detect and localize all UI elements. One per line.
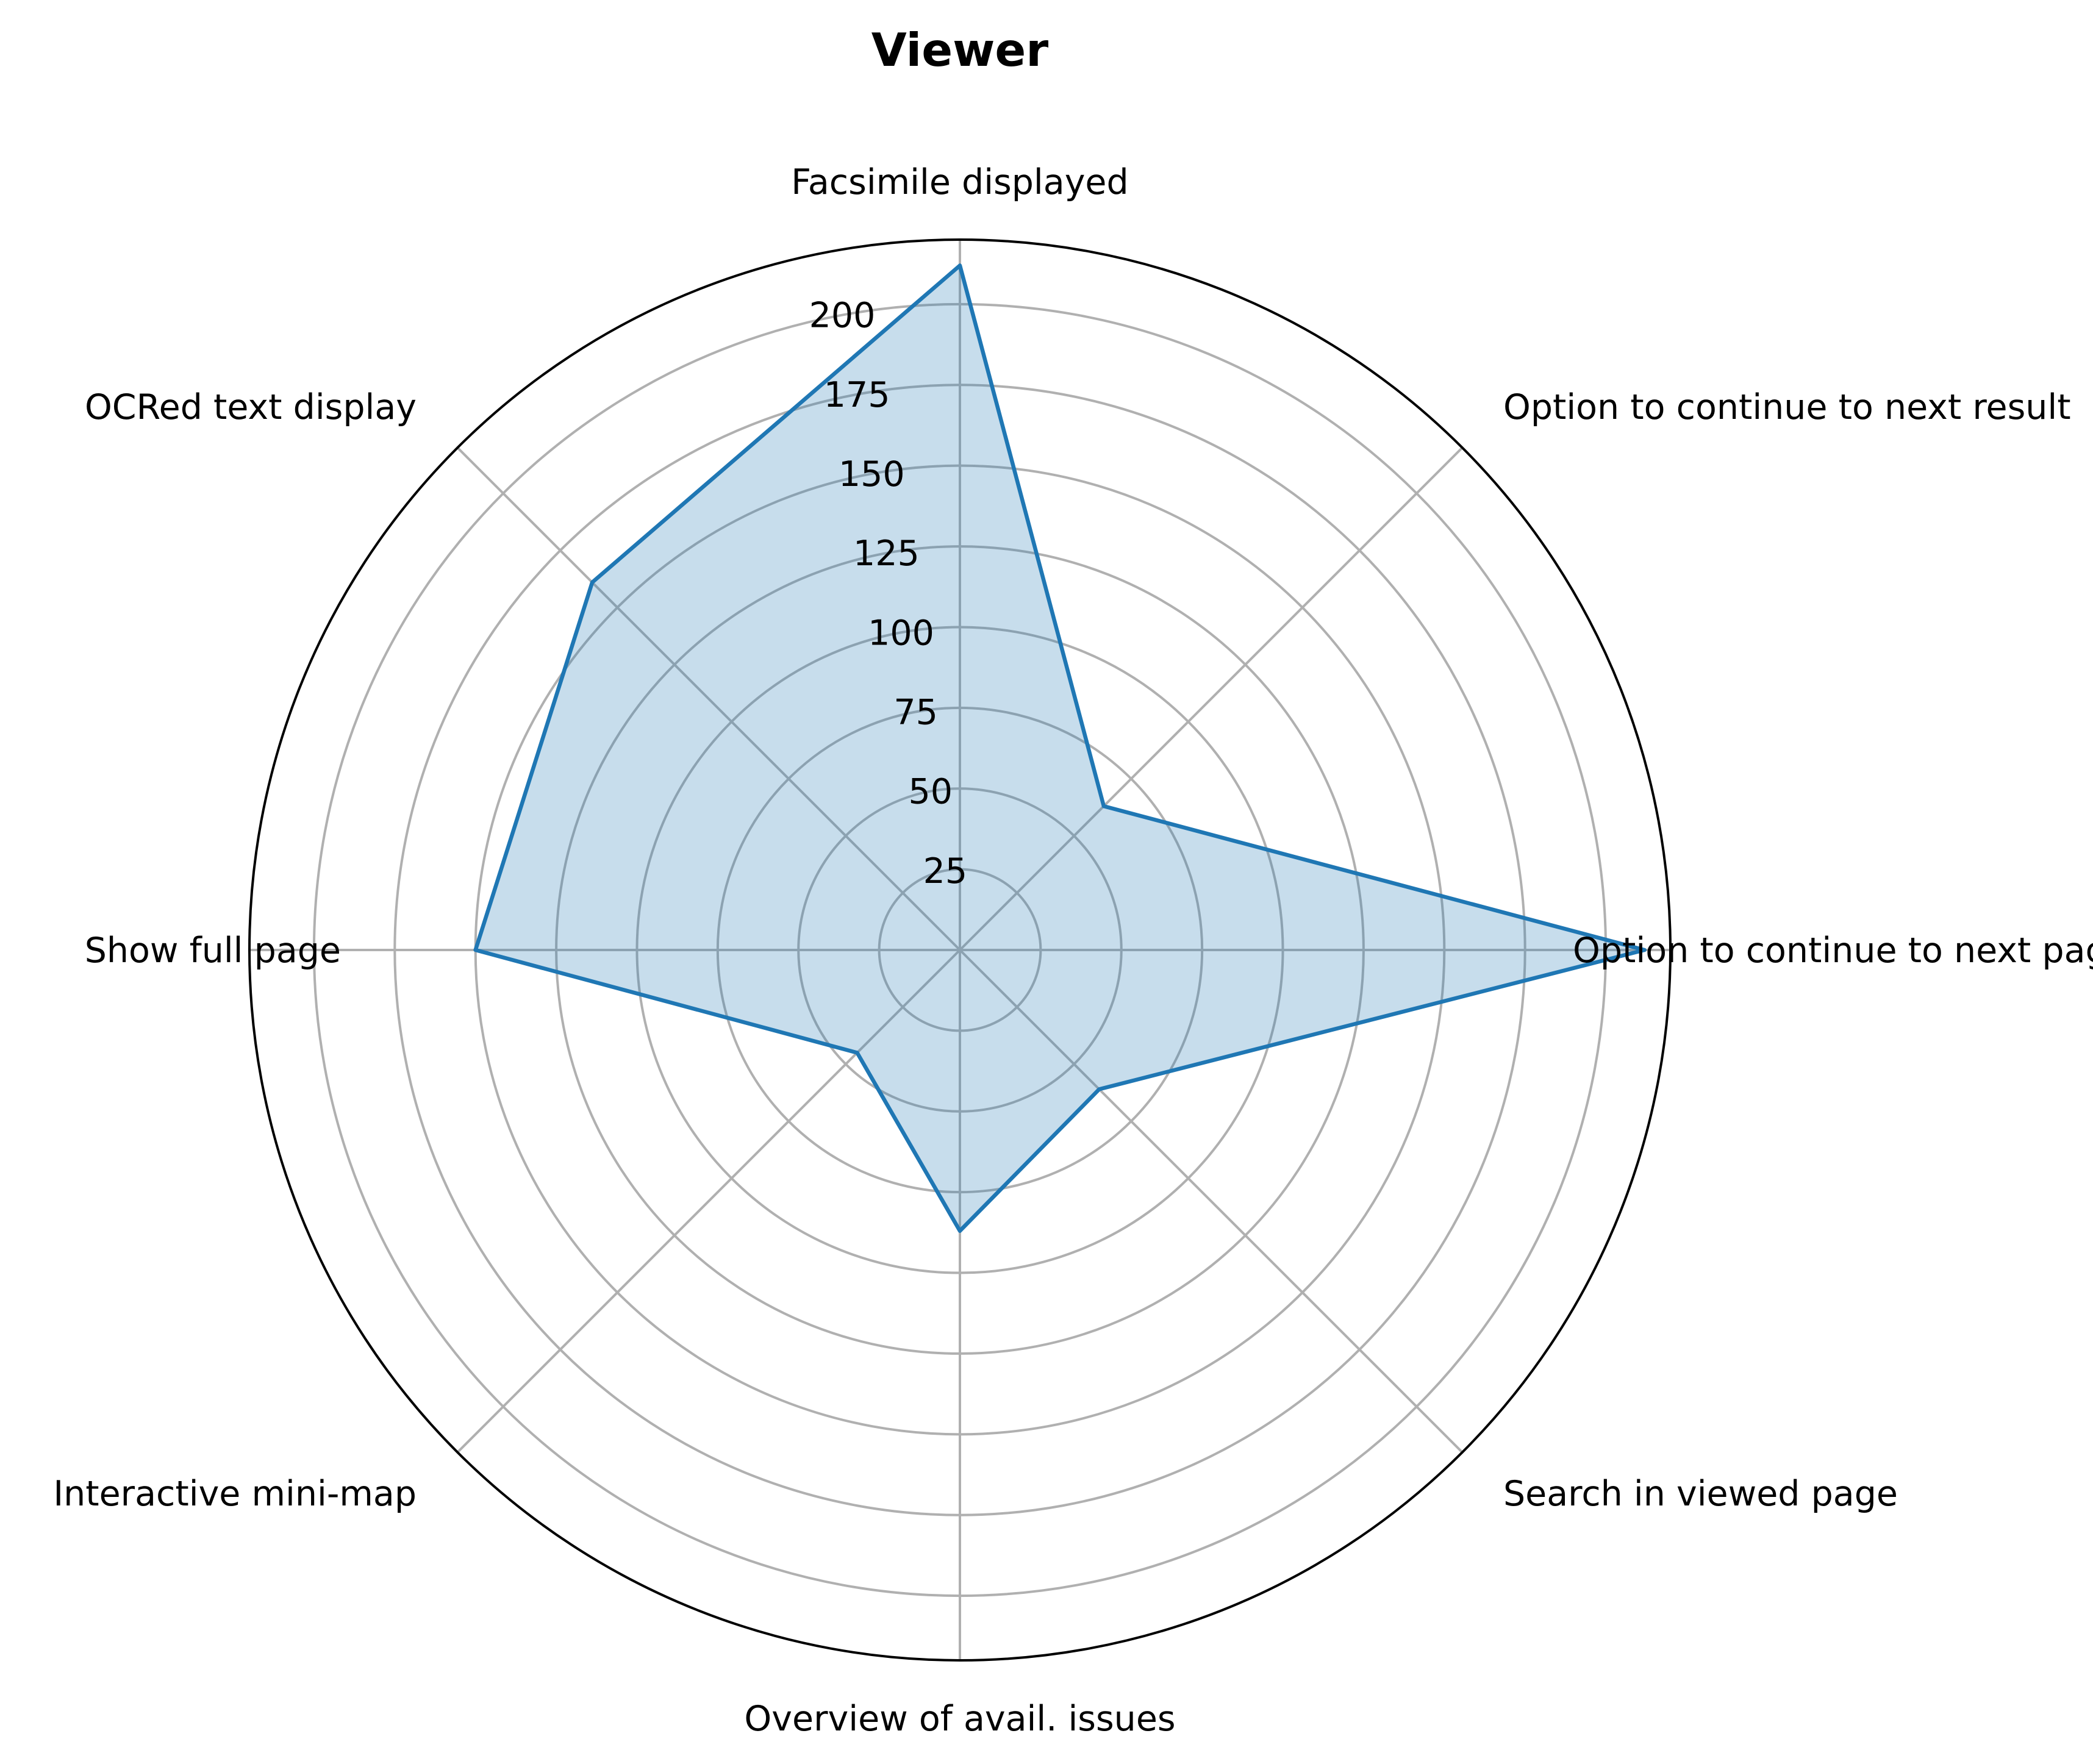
category-label: Overview of avail. issues <box>744 1699 1175 1739</box>
spoke-line <box>959 446 1464 951</box>
data-point-7 <box>1097 1087 1101 1091</box>
category-label: Search in viewed page <box>1503 1474 1898 1514</box>
category-label: Option to continue to next result <box>1503 387 2071 427</box>
r-tick-label: 100 <box>868 613 934 653</box>
polar-frame <box>248 238 1672 1662</box>
category-label: Interactive mini-map <box>53 1474 417 1514</box>
category-label: OCRed text display <box>85 387 417 427</box>
r-tick-label: 125 <box>853 534 920 574</box>
radial-ticks: 25 50 75 100 125 150 175 200 <box>809 296 968 891</box>
data-point-5 <box>855 1051 859 1055</box>
spoke-line <box>456 446 961 951</box>
data-point-4 <box>473 948 478 952</box>
category-label: Show full page <box>85 930 341 971</box>
data-point-3 <box>590 580 595 585</box>
grid <box>248 238 1672 1662</box>
data-point-2 <box>958 263 962 268</box>
chart-title: Viewer <box>871 23 1048 77</box>
series-area <box>475 265 1645 1231</box>
category-label: Facsimile displayed <box>791 162 1128 202</box>
data-point-0 <box>1642 948 1647 952</box>
r-tick-label: 75 <box>893 692 938 732</box>
data-point-1 <box>1101 804 1106 809</box>
r-tick-label: 200 <box>809 296 876 336</box>
category-labels: Option to continue to next page Option to… <box>53 162 2093 1739</box>
r-tick-label: 150 <box>839 454 905 495</box>
series <box>473 263 1647 1233</box>
spoke-line <box>959 949 1464 1454</box>
r-tick-label: 175 <box>824 375 890 415</box>
r-tick-label: 50 <box>908 772 953 812</box>
data-point-6 <box>958 1229 962 1233</box>
category-label: Option to continue to next page <box>1573 930 2093 971</box>
spoke-line <box>456 949 961 1454</box>
r-tick-label: 25 <box>923 851 968 891</box>
